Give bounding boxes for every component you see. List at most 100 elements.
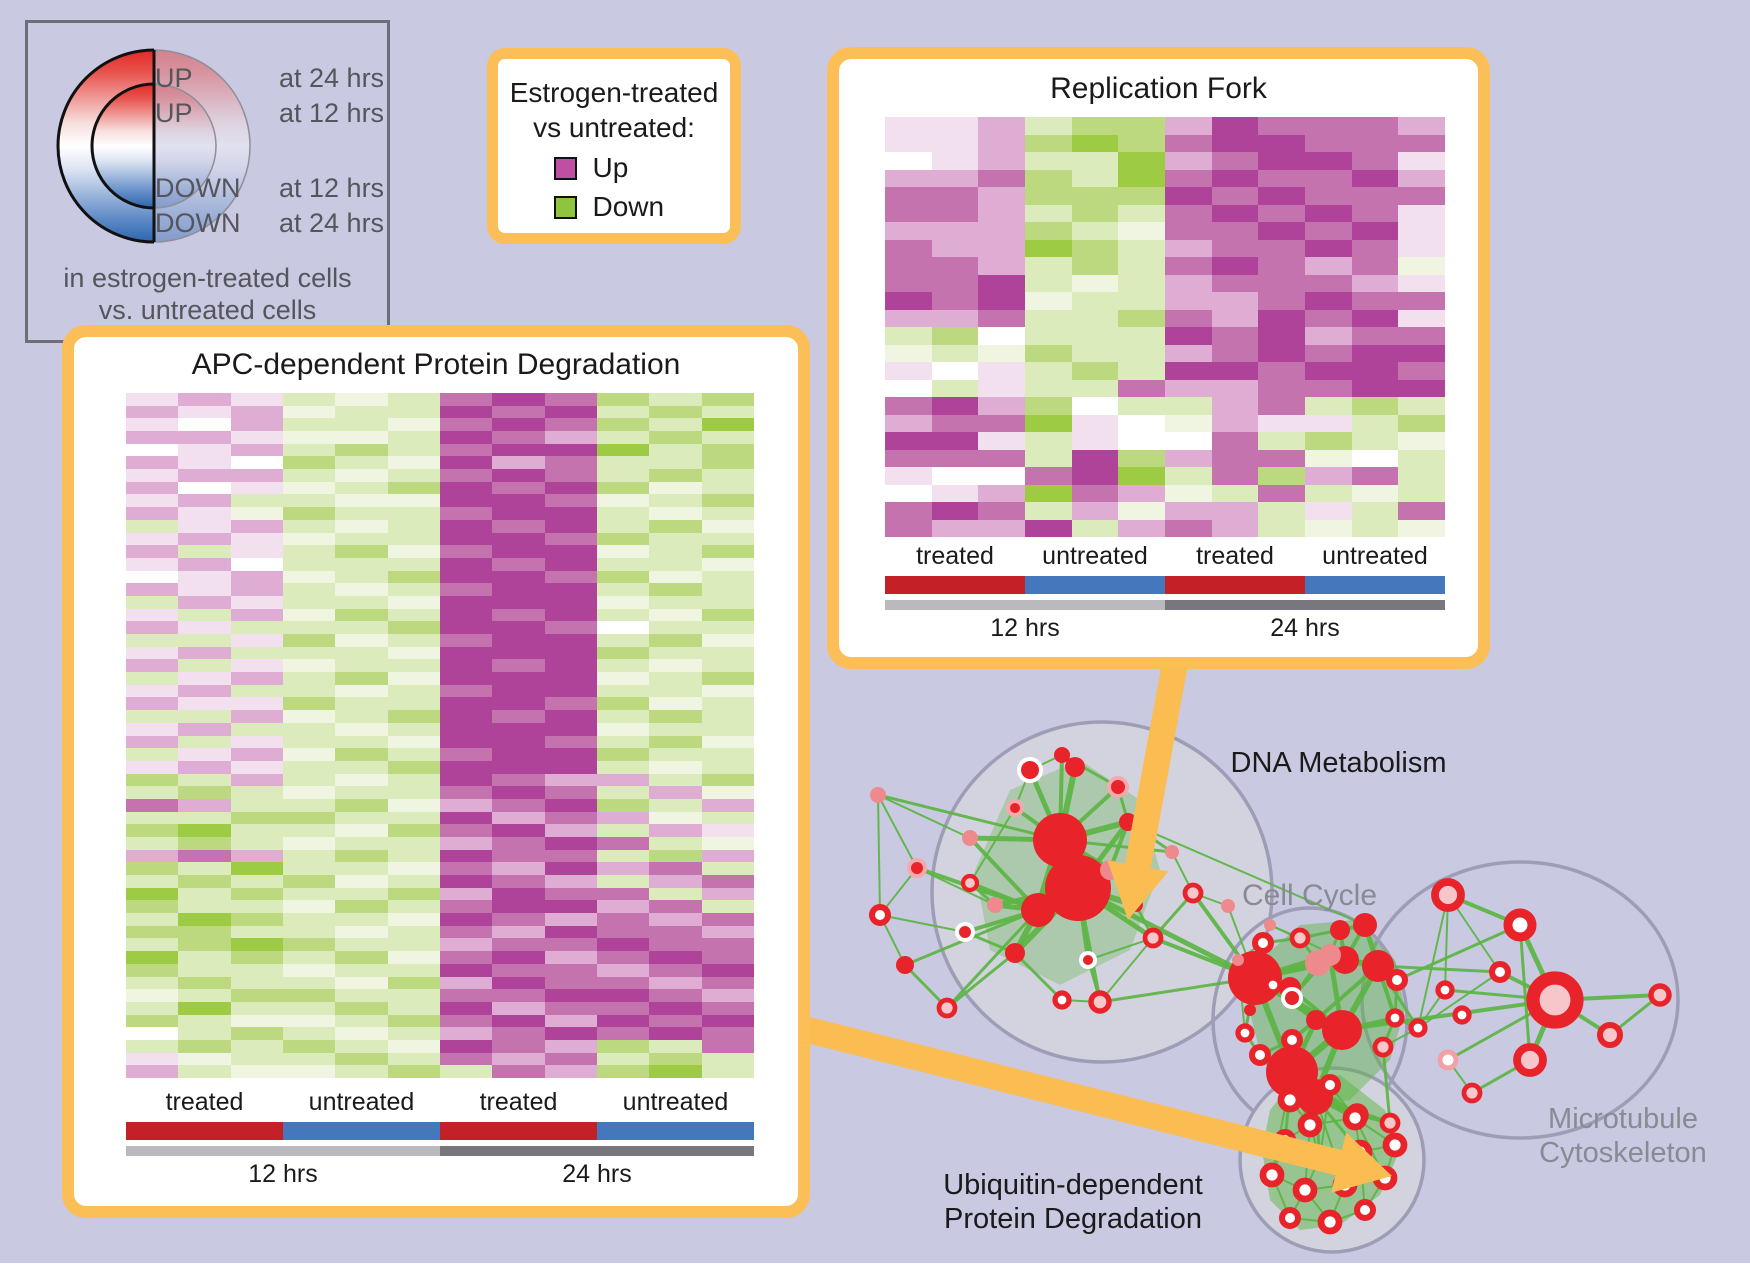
heatmap-cell — [1118, 519, 1165, 537]
heatmap-cell — [178, 710, 231, 723]
heatmap-cell — [230, 697, 283, 711]
heatmap-cell — [178, 659, 231, 673]
heatmap-cell — [596, 989, 650, 1002]
heatmap-cell — [649, 862, 702, 876]
heatmap-cell — [1305, 204, 1352, 222]
heatmap-cell — [544, 583, 597, 596]
group-label-treated-12: treated — [916, 542, 994, 570]
heatmap-cell — [1305, 134, 1352, 152]
heatmap-cell — [1398, 292, 1445, 310]
heatmap-cell — [596, 836, 650, 850]
heatmap-cell — [335, 672, 388, 685]
heatmap-cell — [544, 393, 597, 406]
group-label-untreated-12: untreated — [1042, 542, 1148, 570]
heatmap-cell — [335, 545, 388, 558]
heatmap-cell — [596, 913, 650, 926]
heatmap-cell — [701, 570, 754, 584]
heatmap-cell — [439, 405, 493, 419]
heatmap-cell — [596, 481, 650, 495]
heatmap-cell — [701, 773, 754, 787]
heatmap-cell — [178, 913, 231, 926]
heatmap-cell — [387, 583, 440, 596]
heatmap-cell — [1351, 309, 1399, 327]
heatmap-cell — [885, 502, 932, 520]
heatmap-cell — [439, 735, 493, 749]
heatmap-cell — [1305, 152, 1352, 170]
heatmap-cell — [1165, 362, 1212, 380]
heatmap-cell — [1351, 432, 1399, 450]
heatmap-cell — [1398, 432, 1445, 450]
heatmap-cell — [230, 570, 283, 584]
heatmap-cell — [230, 557, 283, 571]
heatmap-cell — [1211, 134, 1259, 152]
heatmap-cell — [885, 257, 932, 275]
heatmap-cell — [335, 608, 388, 622]
heatmap-cell — [492, 659, 545, 673]
ring-time-down-12: at 12 hrs — [279, 173, 385, 203]
heatmap-cell — [387, 1065, 440, 1078]
heatmap-cell — [1118, 397, 1165, 415]
heatmap-cell — [230, 748, 283, 761]
heatmap-cell — [126, 608, 179, 622]
bar-24hrs — [1165, 600, 1445, 610]
heatmap-cell — [387, 557, 440, 571]
heatmap-cell — [230, 431, 283, 444]
heatmap-cell — [931, 467, 979, 485]
heatmap-cell — [387, 456, 440, 470]
heatmap-cell — [649, 951, 702, 964]
color-key-item-up: Up — [498, 152, 730, 184]
heatmap-cell — [387, 760, 440, 774]
heatmap-cell — [649, 1014, 702, 1028]
heatmap-cell — [1071, 239, 1119, 257]
heatmap-cell — [978, 502, 1025, 520]
heatmap-cell — [230, 1052, 283, 1066]
heatmap-cell — [282, 507, 336, 520]
heatmap-cell — [596, 532, 650, 546]
heatmap-cell — [701, 494, 754, 508]
heatmap-cell — [544, 862, 597, 876]
heatmap-cell — [596, 760, 650, 774]
heatmap-cell — [1025, 432, 1072, 450]
heatmap-cell — [1305, 187, 1352, 205]
heatmap-cell — [230, 659, 283, 673]
heatmap-cell — [701, 456, 754, 470]
heatmap-cell — [126, 443, 179, 457]
heatmap-cell — [492, 748, 545, 761]
heatmap-cell — [387, 875, 440, 888]
microtubule-line-1: Microtubule — [1548, 1103, 1698, 1135]
heatmap-cell — [1165, 204, 1212, 222]
heatmap-cell — [701, 989, 754, 1002]
gene-node — [1065, 757, 1085, 777]
microtubule-line-2: Cytoskeleton — [1539, 1137, 1707, 1170]
network-edge — [969, 807, 1016, 884]
heatmap-cell — [1165, 449, 1212, 467]
heatmap-cell — [1305, 274, 1352, 292]
gene-node — [1597, 1022, 1623, 1048]
heatmap-cell — [492, 989, 545, 1002]
heatmap-cell — [126, 494, 179, 508]
heatmap-cell — [439, 532, 493, 546]
heatmap-cell — [1118, 169, 1165, 187]
faded-right-half — [154, 50, 250, 242]
heatmap-cell — [885, 117, 932, 135]
down-green-swatch — [553, 195, 577, 219]
heatmap-cell — [1351, 169, 1399, 187]
heatmap-cell — [492, 519, 545, 533]
heatmap-cell — [978, 362, 1025, 380]
heatmap-cell — [230, 938, 283, 952]
heatmap-cell — [387, 951, 440, 964]
heatmap-cell — [335, 595, 388, 609]
heatmap-cell — [492, 507, 545, 520]
treatment-color-bars — [885, 576, 1445, 594]
heatmap-cell — [230, 824, 283, 837]
heatmap-cell — [544, 557, 597, 571]
heatmap-cell — [282, 570, 336, 584]
heatmap-cell — [335, 507, 388, 520]
heatmap-cell — [335, 418, 388, 432]
heatmap-cell — [1165, 187, 1212, 205]
heatmap-cell — [931, 117, 979, 135]
down-label: Down — [592, 191, 665, 222]
heatmap-cell — [978, 292, 1025, 310]
heatmap-cell — [701, 887, 754, 901]
gene-node — [1052, 990, 1072, 1010]
